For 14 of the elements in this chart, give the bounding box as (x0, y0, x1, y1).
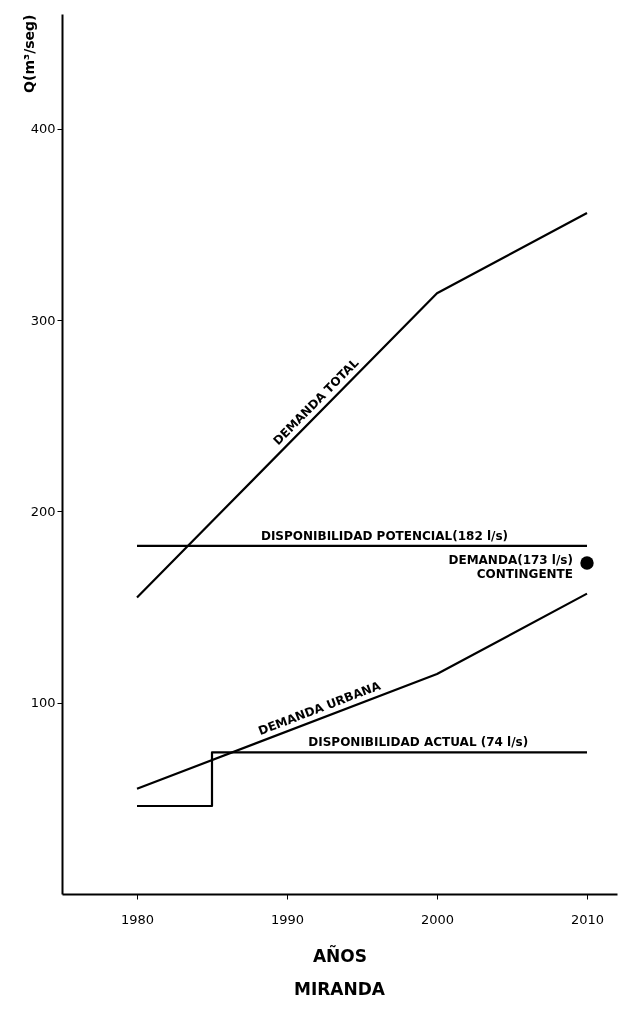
y-axis-title: Q(m³/seg) (20, 14, 37, 93)
x-tick-label: 1980 (120, 911, 155, 927)
text: MIRANDA (294, 979, 386, 999)
y-tick-label: 300 (30, 312, 56, 328)
y-tick-label: 100 (30, 695, 56, 711)
x-axis-title: AÑOS (312, 943, 368, 966)
series-label: DISPONIBILIDAD POTENCIAL(182 l/s) (260, 528, 509, 543)
y-tick-label: 400 (30, 121, 56, 137)
x-tick-label: 2010 (570, 911, 605, 927)
y-tick-label: 200 (30, 503, 56, 519)
x-tick-label: 2000 (420, 911, 455, 927)
series-label: DEMANDA(173 l/s) CONTINGENTE (448, 553, 573, 582)
series-label: DISPONIBILIDAD ACTUAL (74 l/s) (308, 735, 529, 750)
x-tick-label: 1990 (270, 911, 305, 927)
